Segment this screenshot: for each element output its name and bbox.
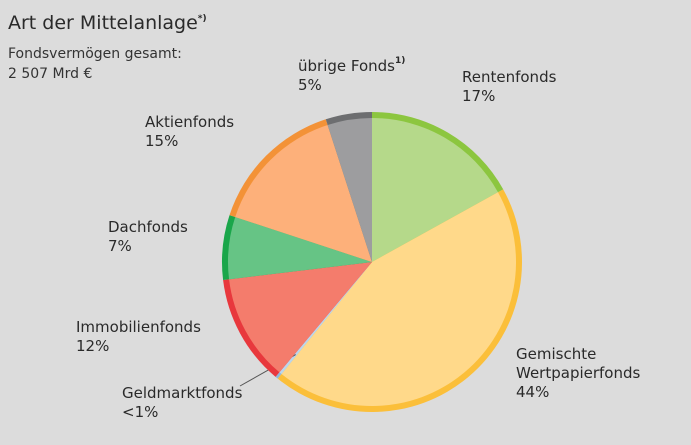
title-text: Art der Mittelanlage — [8, 12, 198, 34]
slice-label: Rentenfonds 17% — [462, 68, 622, 106]
category-name: Gemischte Wertpapierfonds — [516, 345, 641, 382]
slice — [327, 118, 372, 262]
category-name: übrige Fonds — [298, 57, 395, 75]
category-name: Rentenfonds — [462, 68, 557, 86]
slice — [235, 125, 372, 263]
slice-label: Dachfonds 7% — [108, 218, 218, 256]
category-label: Aktienfonds — [145, 113, 255, 132]
subtitle: 2 507 Mrd € — [8, 66, 93, 82]
category-name: Dachfonds — [108, 218, 188, 236]
value-label: 7% — [108, 237, 132, 255]
slice — [229, 262, 372, 373]
value-label: 12% — [76, 337, 110, 355]
slice — [281, 192, 516, 407]
value-label: <1% — [122, 403, 159, 421]
category-label: Geldmarktfonds — [122, 384, 262, 403]
slice-label: Immobilienfonds 12% — [76, 318, 226, 356]
value-label: 15% — [145, 132, 179, 150]
slice — [279, 262, 372, 374]
category-label: Dachfonds — [108, 218, 218, 237]
slice-label: übrige Fonds1) 5% — [298, 52, 448, 95]
slice — [228, 216, 372, 280]
category-name: Aktienfonds — [145, 113, 235, 131]
category-name: Geldmarktfonds — [122, 384, 243, 402]
slice — [372, 118, 498, 262]
category-label: Rentenfonds — [462, 68, 622, 87]
value-label: 5% — [298, 76, 322, 94]
category-name: Immobilienfonds — [76, 318, 201, 336]
slice-label: Geldmarktfonds <1% — [122, 384, 262, 422]
category-label: Immobilienfonds — [76, 318, 226, 337]
value-label: 17% — [462, 87, 496, 105]
category-marker: 1) — [395, 56, 406, 66]
slice-label: Aktienfonds 15% — [145, 113, 255, 151]
category-label: Gemischte Wertpapierfonds — [516, 345, 686, 383]
category-label: übrige Fonds1) — [298, 52, 448, 76]
title-marker: *) — [197, 14, 207, 24]
chart-title: Art der Mittelanlage*) — [8, 12, 207, 34]
subtitle: Fondsvermögen gesamt: — [8, 46, 182, 62]
slice-label: Gemischte Wertpapierfonds 44% — [516, 345, 686, 402]
value-label: 44% — [516, 383, 550, 401]
